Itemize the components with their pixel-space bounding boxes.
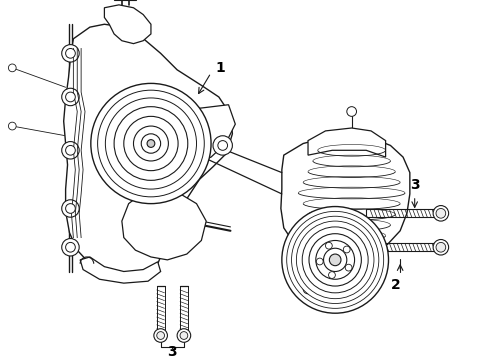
Circle shape <box>292 216 379 303</box>
Circle shape <box>157 332 165 339</box>
Polygon shape <box>308 128 386 157</box>
Circle shape <box>66 204 75 213</box>
Circle shape <box>62 88 79 106</box>
Circle shape <box>114 107 188 180</box>
Circle shape <box>433 206 449 221</box>
Circle shape <box>287 211 384 309</box>
Circle shape <box>141 134 161 153</box>
Circle shape <box>62 141 79 159</box>
Circle shape <box>329 272 335 278</box>
Polygon shape <box>281 136 410 260</box>
Circle shape <box>8 122 16 130</box>
Polygon shape <box>104 5 151 44</box>
Polygon shape <box>80 257 161 283</box>
Circle shape <box>345 264 352 271</box>
Circle shape <box>436 242 446 252</box>
Text: 3: 3 <box>168 345 177 359</box>
Circle shape <box>66 49 75 58</box>
Circle shape <box>62 200 79 217</box>
Circle shape <box>66 92 75 102</box>
Circle shape <box>343 246 350 253</box>
Polygon shape <box>64 24 232 276</box>
Circle shape <box>91 84 211 204</box>
Circle shape <box>352 282 361 292</box>
Circle shape <box>302 227 368 293</box>
Circle shape <box>323 248 347 271</box>
Circle shape <box>133 126 169 161</box>
Circle shape <box>347 107 357 116</box>
Polygon shape <box>187 105 235 163</box>
Circle shape <box>105 98 196 189</box>
Circle shape <box>282 207 389 313</box>
Circle shape <box>62 45 79 62</box>
Circle shape <box>436 208 446 218</box>
Circle shape <box>296 221 374 299</box>
Polygon shape <box>122 189 206 260</box>
Circle shape <box>180 332 188 339</box>
Circle shape <box>309 234 361 286</box>
Circle shape <box>213 136 232 155</box>
Circle shape <box>218 141 227 150</box>
Circle shape <box>177 329 191 342</box>
Text: 1: 1 <box>216 61 226 75</box>
Circle shape <box>303 284 313 294</box>
Circle shape <box>8 64 16 72</box>
Circle shape <box>98 90 204 197</box>
Circle shape <box>329 254 341 266</box>
Circle shape <box>66 242 75 252</box>
Circle shape <box>66 145 75 155</box>
Circle shape <box>325 242 332 249</box>
Text: 3: 3 <box>410 178 419 192</box>
Circle shape <box>154 329 168 342</box>
Circle shape <box>147 140 155 147</box>
Circle shape <box>124 116 178 171</box>
Circle shape <box>317 258 323 265</box>
Text: 2: 2 <box>391 278 400 292</box>
Circle shape <box>316 240 355 279</box>
Circle shape <box>62 239 79 256</box>
Circle shape <box>433 239 449 255</box>
